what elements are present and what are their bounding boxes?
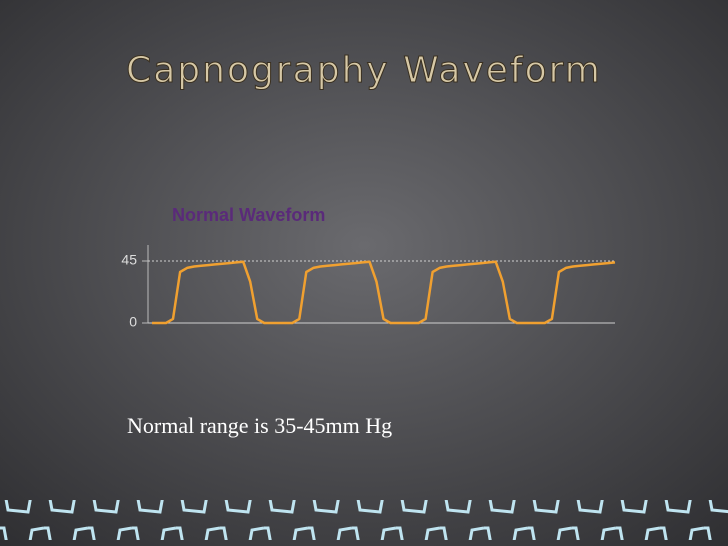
range-text: Normal range is 35-45mm Hg (127, 413, 392, 438)
y-tick-label: 0 (129, 314, 137, 330)
waveform-line (152, 260, 616, 325)
chart-title: Normal Waveform (172, 205, 325, 225)
plot: 0 45 (121, 252, 616, 330)
slide-title: Capnography Waveform (126, 50, 602, 91)
decorative-waveform (0, 500, 728, 540)
y-tick-label: 45 (121, 252, 137, 268)
